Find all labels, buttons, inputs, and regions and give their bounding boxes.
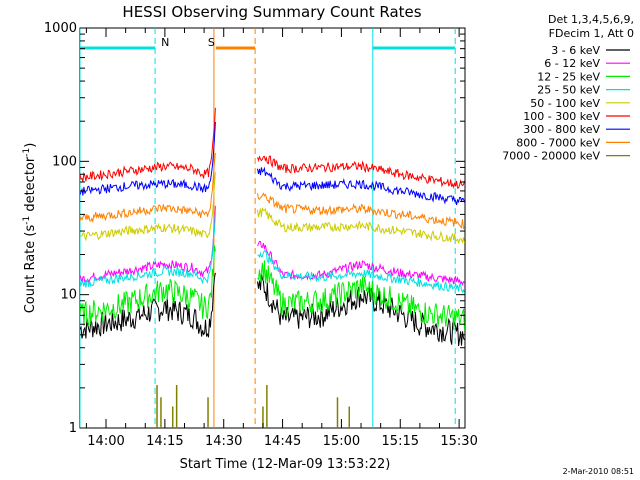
series-line [80, 121, 465, 206]
x-tick-label: 14:45 [264, 434, 301, 449]
region-label: S [208, 36, 215, 49]
y-tick-label: 1 [69, 421, 77, 436]
x-tick-label: 15:15 [382, 434, 419, 449]
series-line [80, 212, 465, 294]
region-label: N [161, 36, 169, 49]
legend-entry-label: 25 - 50 keV [537, 84, 600, 97]
legend-entry-label: 6 - 12 keV [544, 57, 600, 70]
x-axis-label: Start Time (12-Mar-09 13:53:22) [180, 457, 391, 472]
y-tick-label: 1000 [44, 21, 77, 36]
x-tick-label: 14:15 [146, 434, 183, 449]
y-axis-label: Count Rate (s-1 detector-1) [22, 143, 38, 314]
series-line [80, 152, 465, 230]
series-line [80, 245, 465, 331]
chart-title: HESSI Observing Summary Count Rates [122, 3, 421, 21]
legend-entry-label: 50 - 100 keV [530, 97, 600, 110]
legend-header-line-2: FDecim 1, Att 0 [549, 27, 634, 40]
legend-entry-label: 12 - 25 keV [537, 70, 600, 83]
x-tick-label: 14:00 [87, 434, 124, 449]
legend-entry-label: 7000 - 20000 keV [502, 150, 600, 163]
legend-entry-label: 3 - 6 keV [551, 44, 600, 57]
legend-entry-label: 800 - 7000 keV [516, 136, 600, 149]
plot-frame [79, 27, 466, 429]
legend-entry-label: 100 - 300 keV [523, 110, 600, 123]
footer-date: 2-Mar-2010 08:51 [563, 467, 634, 476]
x-tick-label: 15:30 [440, 434, 477, 449]
y-tick-label: 10 [60, 288, 77, 303]
x-tick-label: 14:30 [205, 434, 242, 449]
series-line [80, 172, 465, 245]
y-axis: 1 10 100 1000 [44, 21, 465, 436]
legend-header-line-1: Det 1,3,4,5,6,9, [548, 13, 634, 26]
x-tick-label: 15:00 [323, 434, 360, 449]
legend-entry-label: 300 - 800 keV [523, 123, 600, 136]
y-tick-label: 100 [52, 154, 77, 169]
series-line [80, 107, 465, 189]
x-axis: 14:00 14:15 14:30 14:45 15:00 15:15 15:30 [85, 28, 478, 449]
legend: Det 1,3,4,5,6,9, FDecim 1, Att 0 3 - 6 k… [502, 13, 634, 163]
